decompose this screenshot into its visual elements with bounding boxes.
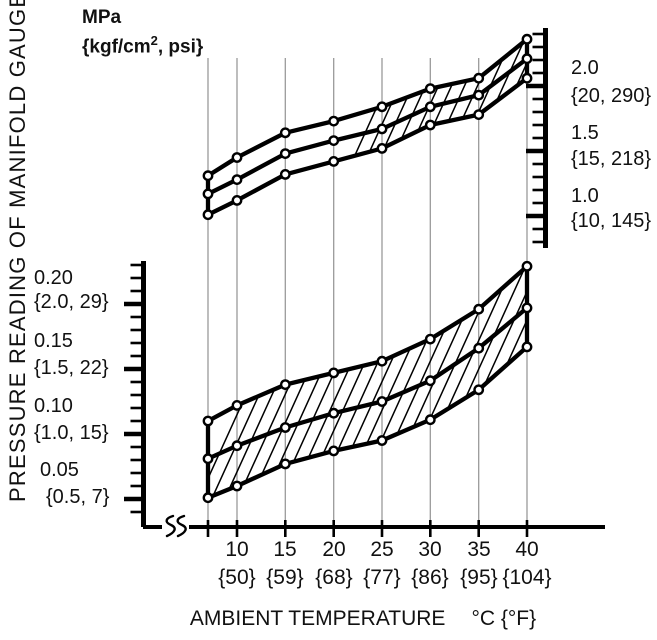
- data-point: [231, 440, 243, 452]
- data-point: [521, 33, 533, 45]
- x-tick-celsius: 20: [322, 538, 346, 561]
- right-axis-label-mpa: 1.0: [571, 185, 599, 207]
- data-point: [376, 123, 388, 135]
- data-point: [376, 142, 388, 154]
- data-point: [328, 367, 340, 379]
- unit-kgf-psi-label: {kgf/cm2, psi}: [82, 33, 204, 58]
- data-point: [521, 341, 533, 353]
- data-point: [202, 415, 214, 427]
- data-point: [202, 209, 214, 221]
- x-tick-fahrenheit: {86}: [411, 566, 449, 589]
- data-point: [328, 407, 340, 419]
- left-axis-label-alt: {1.5, 22}: [34, 357, 109, 379]
- band-middle-line: [207, 56, 529, 196]
- left-axis: [124, 261, 146, 527]
- data-point: [279, 127, 291, 139]
- data-point: [424, 375, 436, 387]
- data-point: [521, 260, 533, 272]
- y-axis-title: PRESSURE READING OF MANIFOLD GAUGE: [5, 0, 30, 502]
- data-point: [473, 72, 485, 84]
- data-point: [424, 414, 436, 426]
- pressure-unit-title: MPa {kgf/cm2, psi}: [82, 6, 203, 58]
- data-point: [376, 101, 388, 113]
- x-tick-celsius: 40: [515, 538, 539, 561]
- x-tick-celsius: 35: [467, 538, 491, 561]
- data-point: [521, 53, 533, 65]
- data-point: [202, 453, 214, 465]
- data-point: [231, 399, 243, 411]
- x-axis-title-text: AMBIENT TEMPERATURE: [189, 607, 446, 630]
- left-axis-label-alt: {0.5, 7}: [46, 486, 110, 508]
- x-tick-fahrenheit: {104}: [502, 566, 552, 589]
- data-point: [424, 83, 436, 95]
- x-axis-unit: °C {°F}: [471, 607, 537, 630]
- data-point: [202, 188, 214, 200]
- data-point: [202, 170, 214, 182]
- x-axis-title: AMBIENT TEMPERATURE °C {°F}: [143, 607, 583, 631]
- left-axis-label-alt: {1.0, 15}: [34, 422, 109, 444]
- data-point: [424, 119, 436, 131]
- data-point: [231, 480, 243, 492]
- x-axis: [143, 514, 605, 538]
- axis-break-icon: [176, 514, 187, 538]
- right-axis-label-alt: {10, 145}: [571, 210, 652, 232]
- right-axis-label-mpa: 1.5: [571, 122, 599, 144]
- data-point: [231, 152, 243, 163]
- data-point: [376, 435, 388, 446]
- x-tick-celsius: 30: [418, 538, 442, 561]
- left-axis-label-mpa: 0.15: [34, 330, 73, 352]
- data-point: [279, 379, 291, 390]
- left-axis-label-alt: {2.0, 29}: [34, 291, 109, 313]
- data-point: [521, 302, 533, 314]
- data-point: [279, 148, 291, 160]
- x-tick-fahrenheit: {68}: [315, 566, 353, 589]
- right-axis-label-alt: {20, 290}: [571, 85, 652, 107]
- band-middle-line: [207, 306, 529, 461]
- data-point: [202, 492, 214, 504]
- data-point: [279, 168, 291, 180]
- right-axis-label-mpa: 2.0: [571, 57, 599, 79]
- x-tick-celsius: 10: [225, 538, 249, 561]
- data-point: [521, 72, 533, 84]
- right-axis-label-alt: {15, 218}: [571, 148, 652, 170]
- data-point: [231, 174, 243, 186]
- data-point: [424, 101, 436, 113]
- left-axis-label-mpa: 0.20: [34, 267, 73, 289]
- left-axis-label-mpa: 0.10: [34, 395, 73, 417]
- data-point: [376, 355, 388, 367]
- data-point: [473, 384, 485, 396]
- data-point: [424, 333, 436, 345]
- data-point: [473, 109, 485, 121]
- left-axis-label-mpa: 0.05: [40, 459, 79, 481]
- x-tick-fahrenheit: {95}: [460, 566, 498, 589]
- x-tick-celsius: 25: [370, 538, 394, 561]
- data-point: [328, 135, 340, 147]
- axis-break-icon: [165, 514, 176, 538]
- x-tick-fahrenheit: {59}: [266, 566, 304, 589]
- right-axis: [526, 28, 548, 248]
- data-point: [473, 303, 485, 315]
- data-point: [376, 396, 388, 407]
- x-tick-fahrenheit: {77}: [363, 566, 401, 589]
- data-point: [279, 422, 291, 433]
- data-point-markers: [202, 33, 533, 221]
- data-point: [279, 458, 291, 470]
- data-point: [328, 155, 340, 167]
- data-point: [473, 342, 485, 354]
- data-point: [328, 115, 340, 127]
- x-tick-celsius: 15: [273, 538, 297, 561]
- unit-mpa-label: MPa: [82, 7, 122, 28]
- data-point: [231, 194, 243, 206]
- data-point: [328, 445, 340, 457]
- x-tick-fahrenheit: {50}: [218, 566, 256, 589]
- data-point: [473, 89, 485, 101]
- data-point-markers: [202, 260, 533, 504]
- superscript-2: 2: [150, 33, 158, 48]
